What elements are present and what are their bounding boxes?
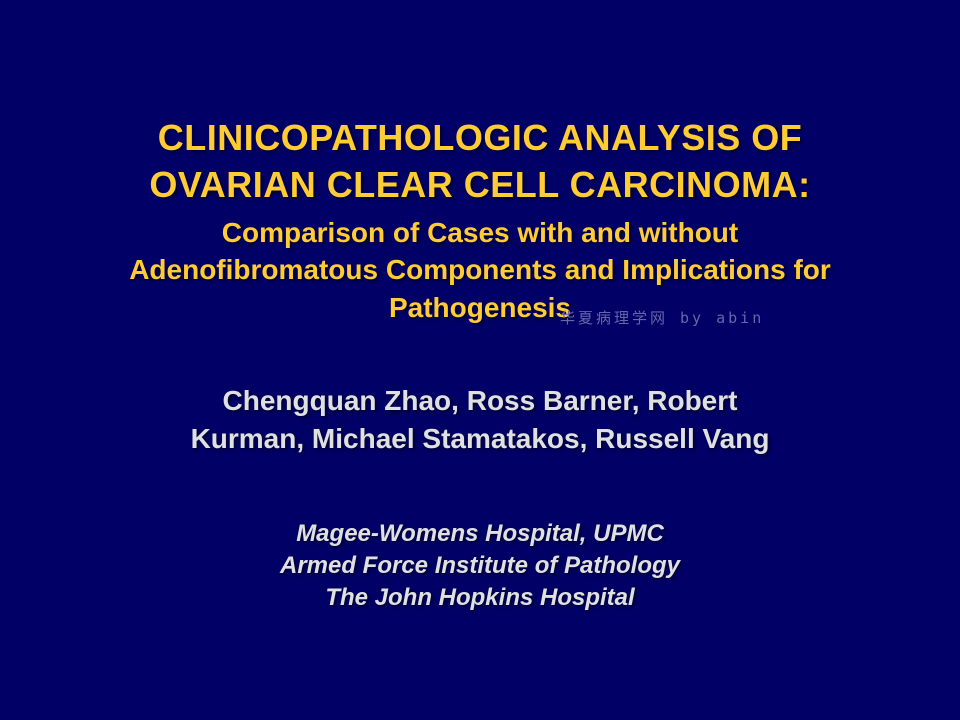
authors: Chengquan Zhao, Ross Barner, Robert Kurm…: [151, 382, 810, 458]
title-line-1: CLINICOPATHOLOGIC ANALYSIS OF: [149, 115, 810, 162]
slide-container: CLINICOPATHOLOGIC ANALYSIS OF OVARIAN CL…: [0, 0, 960, 720]
watermark-text: 华夏病理学网 by abin: [560, 307, 764, 328]
title-line-2: OVARIAN CLEAR CELL CARCINOMA:: [149, 162, 810, 209]
affiliation-line-2: Armed Force Institute of Pathology: [280, 550, 680, 582]
subtitle-line-2: Adenofibromatous Components and Implicat…: [129, 251, 831, 289]
affiliations: Magee-Womens Hospital, UPMC Armed Force …: [280, 518, 680, 615]
affiliation-line-1: Magee-Womens Hospital, UPMC: [280, 518, 680, 550]
affiliation-line-3: The John Hopkins Hospital: [280, 582, 680, 614]
subtitle-line-1: Comparison of Cases with and without: [129, 214, 831, 252]
authors-line-2: Kurman, Michael Stamatakos, Russell Vang: [191, 420, 770, 458]
authors-line-1: Chengquan Zhao, Ross Barner, Robert: [191, 382, 770, 420]
main-title: CLINICOPATHOLOGIC ANALYSIS OF OVARIAN CL…: [149, 115, 810, 209]
